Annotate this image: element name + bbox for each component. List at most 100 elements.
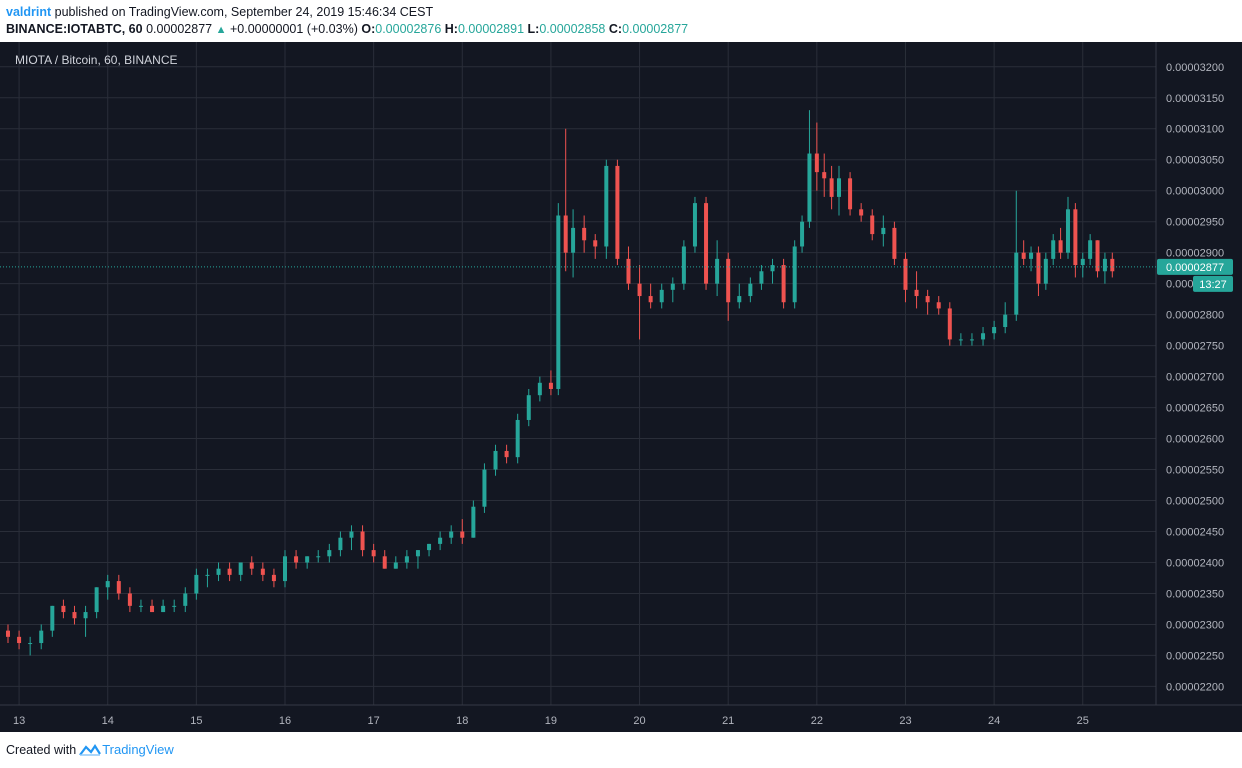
author-username[interactable]: valdrint bbox=[6, 5, 52, 19]
candle-body bbox=[1051, 240, 1056, 259]
y-tick-label: 0.00002700 bbox=[1166, 372, 1224, 384]
candle-body bbox=[604, 165, 609, 247]
price-axis[interactable]: 0.00002200 0.00002250 0.00002300 0.00002350… bbox=[1166, 62, 1224, 694]
candle-body bbox=[800, 221, 805, 247]
x-tick-label: 15 bbox=[190, 715, 202, 727]
candle bbox=[537, 376, 542, 402]
candle-body bbox=[161, 605, 166, 613]
candle bbox=[427, 543, 432, 557]
candle-body bbox=[571, 227, 576, 253]
candle bbox=[822, 153, 827, 197]
candle bbox=[715, 240, 720, 297]
candle-body bbox=[992, 327, 997, 334]
candle-body bbox=[637, 283, 642, 297]
candle bbox=[127, 587, 132, 613]
candle-body bbox=[39, 630, 44, 644]
footer: Created with TradingView bbox=[6, 742, 174, 757]
candle-body bbox=[892, 227, 897, 259]
high-label: H: bbox=[444, 22, 458, 36]
candle-body bbox=[648, 296, 653, 303]
published-text: published on TradingView.com, September … bbox=[51, 5, 434, 19]
tradingview-brand-link[interactable]: TradingView bbox=[102, 742, 174, 757]
candle bbox=[1065, 196, 1070, 259]
candles bbox=[6, 110, 1115, 656]
candle-body bbox=[829, 178, 834, 197]
candle-body bbox=[759, 271, 764, 284]
candle bbox=[17, 630, 22, 650]
y-tick-label: 0.00002200 bbox=[1166, 681, 1224, 693]
high-value: 0.00002891 bbox=[457, 22, 525, 36]
y-tick-label: 0.00002950 bbox=[1166, 217, 1224, 229]
candle bbox=[371, 543, 376, 563]
candle-body bbox=[449, 531, 454, 538]
y-tick-label: 0.00002900 bbox=[1166, 248, 1224, 260]
candle-body bbox=[1102, 258, 1107, 272]
y-tick-label: 0.00002800 bbox=[1166, 310, 1224, 322]
x-tick-label: 24 bbox=[988, 715, 1000, 727]
candle bbox=[72, 605, 77, 625]
candle-body bbox=[1036, 252, 1041, 284]
candle-body bbox=[371, 550, 376, 557]
candle-body bbox=[249, 562, 254, 569]
candle bbox=[593, 234, 598, 259]
candle-body bbox=[837, 178, 841, 197]
x-tick-label: 21 bbox=[722, 715, 734, 727]
price-chart[interactable]: 0.00002200 0.00002250 0.00002300 0.00002350… bbox=[0, 42, 1242, 732]
x-tick-label: 19 bbox=[545, 715, 557, 727]
x-tick-label: 16 bbox=[279, 715, 291, 727]
candle-body bbox=[792, 246, 797, 303]
candle-body bbox=[556, 215, 561, 389]
candle bbox=[992, 320, 997, 340]
candle-body bbox=[704, 203, 709, 284]
candle-body bbox=[138, 605, 143, 607]
candle-body bbox=[216, 568, 221, 575]
x-tick-label: 20 bbox=[633, 715, 645, 727]
candle-body bbox=[460, 531, 465, 538]
y-tick-label: 0.00002650 bbox=[1166, 403, 1224, 415]
x-tick-label: 18 bbox=[456, 715, 468, 727]
candle bbox=[792, 240, 797, 309]
candle-body bbox=[537, 382, 542, 396]
candle bbox=[94, 587, 99, 619]
y-tick-label: 0.00002500 bbox=[1166, 496, 1224, 508]
candle-body bbox=[615, 165, 620, 259]
candle bbox=[670, 277, 675, 303]
candle bbox=[681, 240, 686, 290]
y-tick-label: 0.00002400 bbox=[1166, 557, 1224, 569]
candle bbox=[138, 599, 143, 613]
candle bbox=[404, 550, 409, 569]
candle bbox=[648, 283, 653, 309]
candle-body bbox=[393, 562, 398, 569]
x-tick-label: 23 bbox=[899, 715, 911, 727]
candle bbox=[1051, 234, 1056, 266]
candle-body bbox=[822, 172, 827, 179]
low-label: L: bbox=[527, 22, 540, 36]
candle-body bbox=[1088, 240, 1093, 259]
candle bbox=[903, 252, 908, 303]
candle-body bbox=[1043, 258, 1048, 284]
candle bbox=[737, 283, 742, 309]
x-tick-label: 17 bbox=[368, 715, 380, 727]
time-axis[interactable]: 13 14 15 16 17 18 19 20 21 22 23 24 25 bbox=[13, 715, 1089, 727]
candle bbox=[105, 574, 110, 600]
candle bbox=[947, 302, 952, 346]
candle bbox=[449, 525, 454, 544]
candle-body bbox=[404, 556, 409, 563]
candle-body bbox=[593, 240, 598, 247]
candle-body bbox=[770, 265, 775, 272]
candle bbox=[781, 258, 786, 309]
candle-body bbox=[958, 339, 963, 341]
candle-body bbox=[515, 419, 520, 458]
candle bbox=[981, 327, 986, 346]
x-tick-label: 22 bbox=[811, 715, 823, 727]
candle bbox=[39, 624, 44, 650]
candle-body bbox=[969, 339, 974, 341]
candle-body bbox=[28, 643, 33, 645]
candle bbox=[563, 128, 568, 272]
candle bbox=[1014, 190, 1019, 321]
candle bbox=[814, 122, 819, 191]
candle bbox=[493, 444, 498, 476]
candle-body bbox=[548, 382, 553, 389]
candle bbox=[238, 562, 243, 582]
candle bbox=[1073, 203, 1078, 278]
